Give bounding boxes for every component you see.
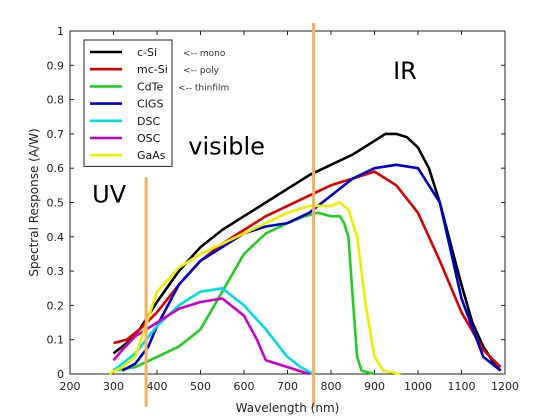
legend-label-cdte: CdTe	[137, 80, 164, 93]
series-lines	[108, 132, 502, 376]
x-tick-label: 600	[234, 380, 255, 393]
legend-note-cdte: <-- thinfilm	[178, 83, 229, 93]
region-label-uv: UV	[92, 181, 127, 209]
y-tick-label: 0.5	[47, 197, 65, 210]
y-axis-label: Spectral Response (A/W)	[27, 128, 41, 276]
legend: c-Si mc-Si CdTe CIGS DSC OSC GaAs <-- mono <-- p…	[83, 39, 229, 167]
region-label-ir: IR	[393, 57, 417, 85]
y-tick-label: 0.8	[47, 94, 65, 107]
axis-ticks: 200 300 400 500 600 700 800 900 1000 1100 1200 0 0.1…	[47, 25, 520, 393]
y-tick-label: 1	[57, 25, 64, 38]
x-tick-label: 900	[364, 380, 385, 393]
legend-note-mc-si: <-- poly	[183, 66, 220, 76]
legend-label-dsc: DSC	[137, 115, 160, 128]
series-line-osc	[112, 297, 310, 376]
series-line-gaas	[108, 201, 401, 376]
region-labels: UV visible IR	[92, 57, 417, 208]
y-tick-label: 0.7	[47, 128, 65, 141]
y-tick-label: 0	[57, 368, 64, 381]
legend-label-osc: OSC	[137, 132, 161, 145]
legend-label-gaas: GaAs	[137, 149, 166, 162]
x-tick-label: 200	[60, 380, 81, 393]
x-tick-label: 1200	[491, 380, 519, 393]
x-tick-label: 300	[103, 380, 124, 393]
y-tick-label: 0.6	[47, 162, 65, 175]
series-line-dsc	[112, 286, 315, 376]
x-tick-label: 800	[321, 380, 342, 393]
y-tick-label: 0.3	[47, 265, 65, 278]
legend-note-c-si: <-- mono	[183, 49, 226, 59]
legend-label-c-si: c-Si	[137, 46, 157, 59]
y-tick-label: 0.1	[47, 334, 65, 347]
y-tick-label: 0.2	[47, 299, 65, 312]
x-axis-label: Wavelength (nm)	[236, 401, 340, 415]
x-tick-label: 1100	[448, 380, 476, 393]
x-tick-label: 400	[147, 380, 168, 393]
series-line-c-si	[112, 132, 502, 372]
x-tick-label: 500	[190, 380, 211, 393]
x-tick-label: 700	[277, 380, 298, 393]
y-tick-label: 0.9	[47, 59, 65, 72]
x-tick-label: 1000	[404, 380, 432, 393]
region-label-visible: visible	[188, 132, 265, 160]
legend-label-cigs: CIGS	[137, 98, 163, 111]
y-tick-label: 0.4	[47, 231, 65, 244]
series-line-mc-si	[113, 170, 502, 369]
region-boundaries	[144, 23, 316, 407]
legend-label-mc-si: mc-Si	[137, 63, 168, 76]
